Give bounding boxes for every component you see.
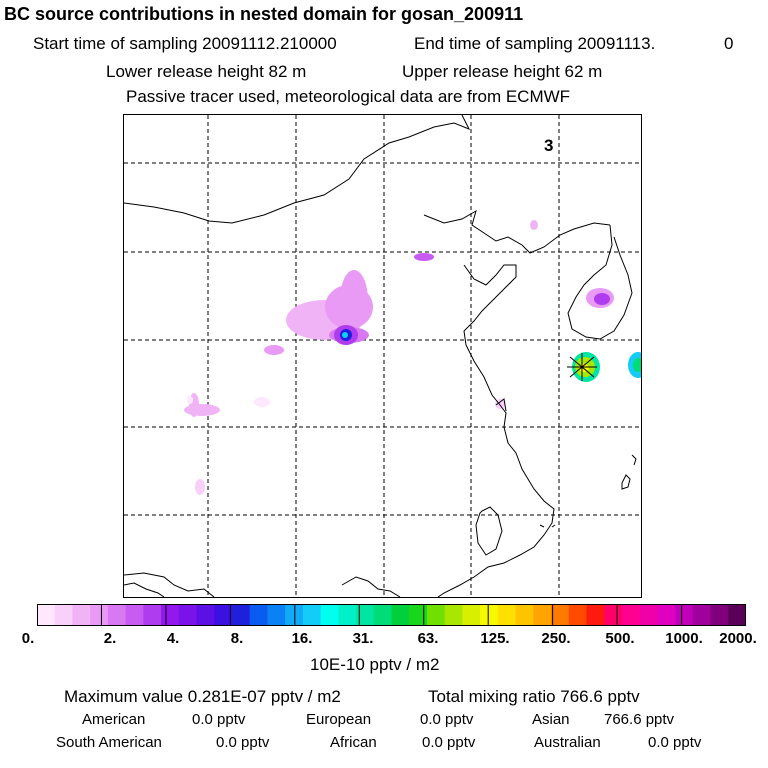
lower-release-height: Lower release height 82 m: [106, 62, 307, 81]
colorbar-swatch: [551, 604, 570, 626]
colorbar-tick: 500.: [605, 630, 635, 647]
region-label-european: European: [306, 711, 372, 728]
colorbar-swatch: [728, 604, 746, 626]
colorbar-swatch: [710, 604, 729, 626]
colorbar-swatch: [675, 604, 694, 626]
panel-number: 3: [544, 136, 553, 155]
region-value-african: 0.0 pptv: [422, 734, 476, 751]
region-label-asian: Asian: [532, 711, 570, 728]
colorbar-swatch: [621, 604, 641, 626]
colorbar: [37, 604, 746, 626]
colorbar-swatch: [497, 604, 516, 626]
colorbar-swatch: [444, 604, 463, 626]
colorbar-swatch: [54, 604, 73, 626]
lat-lon-grid: [124, 115, 641, 597]
colorbar-swatch: [586, 604, 605, 626]
colorbar-tick: 250.: [541, 630, 571, 647]
colorbar-swatch: [161, 604, 180, 626]
colorbar-tick: 16.: [291, 630, 313, 647]
colorbar-swatch: [231, 604, 251, 626]
colorbar-swatch: [604, 604, 623, 626]
colorbar-tick: 8.: [230, 630, 244, 647]
start-time-label: Start time of sampling 20091112.210000: [33, 34, 337, 53]
colorbar-swatch: [373, 604, 392, 626]
colorbar-swatch: [90, 604, 109, 626]
colorbar-tick: 31.: [352, 630, 374, 647]
colorbar-swatch: [125, 604, 144, 626]
colorbar-swatch: [143, 604, 162, 626]
region-label-american: American: [82, 711, 146, 728]
colorbar-tick: 0.: [21, 630, 35, 647]
colorbar-swatch: [515, 604, 534, 626]
colorbar-swatch: [214, 604, 233, 626]
region-value-asian: 766.6 pptv: [604, 711, 675, 728]
region-label-african: African: [330, 734, 377, 751]
colorbar-swatch: [409, 604, 428, 626]
end-time-label: End time of sampling 20091113.: [414, 34, 656, 53]
colorbar-swatch: [426, 604, 446, 626]
region-value-european: 0.0 pptv: [420, 711, 474, 728]
colorbar-tick: 125.: [480, 630, 510, 647]
colorbar-swatch: [285, 604, 304, 626]
total-mixing-ratio: Total mixing ratio 766.6 pptv: [428, 687, 640, 706]
colorbar-swatch: [480, 604, 499, 626]
colorbar-swatch: [320, 604, 339, 626]
colorbar-swatch: [338, 604, 357, 626]
tracer-note: Passive tracer used, meteorological data…: [126, 87, 571, 106]
tracer-plumes: [184, 220, 641, 495]
coastlines: [124, 115, 637, 597]
upper-release-height: Upper release height 62 m: [402, 62, 603, 81]
colorbar-swatch: [249, 604, 268, 626]
colorbar-units: 10E-10 pptv / m2: [310, 655, 440, 674]
colorbar-swatch: [72, 604, 91, 626]
colorbar-swatch: [37, 604, 56, 626]
receptor-marker: [567, 353, 597, 381]
plot-title: BC source contributions in nested domain…: [4, 4, 524, 24]
region-label-australian: Australian: [534, 734, 601, 751]
colorbar-swatch: [692, 604, 711, 626]
colorbar-swatch: [107, 604, 127, 626]
map-canvas: 3: [124, 115, 641, 597]
colorbar-swatch: [356, 604, 375, 626]
region-value-american: 0.0 pptv: [192, 711, 246, 728]
colorbar-swatch: [462, 604, 481, 626]
region-label-south-american: South American: [56, 734, 162, 751]
colorbar-tick: 4.: [166, 630, 180, 647]
colorbar-tick: 2.: [103, 630, 117, 647]
colorbar-swatch: [196, 604, 215, 626]
colorbar-swatch: [302, 604, 322, 626]
colorbar-swatch: [533, 604, 552, 626]
colorbar-border: [37, 604, 746, 626]
region-value-australian: 0.0 pptv: [648, 734, 702, 751]
colorbar-swatch: [391, 604, 410, 626]
colorbar-swatch: [657, 604, 676, 626]
colorbar-tick: 1000.: [665, 630, 703, 647]
colorbar-tick: 2000.: [719, 630, 757, 647]
colorbar-tick: 63.: [417, 630, 439, 647]
maximum-value: Maximum value 0.281E-07 pptv / m2: [64, 687, 341, 706]
colorbar-swatch: [267, 604, 286, 626]
map-panel: 3: [123, 114, 642, 598]
end-time-suffix: 0: [724, 34, 734, 53]
colorbar-swatch: [639, 604, 658, 626]
region-value-south-american: 0.0 pptv: [216, 734, 270, 751]
colorbar-swatch: [568, 604, 587, 626]
colorbar-swatch: [178, 604, 197, 626]
